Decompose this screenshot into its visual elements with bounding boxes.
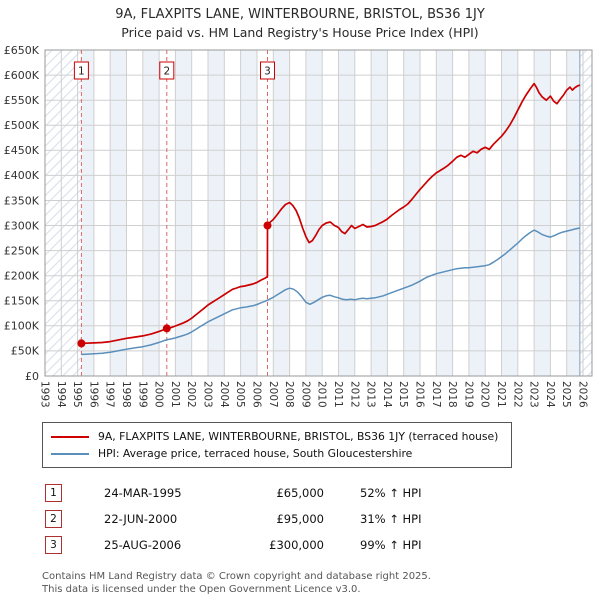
svg-text:1994: 1994 [55,381,67,408]
svg-text:£250K: £250K [4,244,40,257]
legend-label-hpi: HPI: Average price, terraced house, Sout… [98,447,413,460]
svg-text:£200K: £200K [4,270,40,283]
svg-text:£600K: £600K [4,69,40,82]
svg-text:£50K: £50K [11,345,40,358]
svg-text:2009: 2009 [299,381,311,408]
svg-text:2015: 2015 [397,381,409,408]
svg-text:1993: 1993 [39,381,51,408]
svg-text:2008: 2008 [283,381,295,408]
svg-text:£350K: £350K [4,194,40,207]
sale-row-1: 1 24-MAR-1995 £65,000 52% ↑ HPI [45,480,600,506]
sale-1-date: 24-MAR-1995 [104,486,182,500]
svg-text:1: 1 [78,66,85,78]
svg-text:2012: 2012 [348,381,360,408]
svg-text:2018: 2018 [446,381,458,408]
legend-label-property: 9A, FLAXPITS LANE, WINTERBOURNE, BRISTOL… [98,430,499,443]
blue-line-swatch [51,452,89,455]
sale-3-price: £300,000 [269,538,324,552]
svg-text:2000: 2000 [153,381,165,408]
svg-text:3: 3 [264,66,271,78]
sale-row-2: 2 22-JUN-2000 £95,000 31% ↑ HPI [45,506,600,532]
svg-text:£450K: £450K [4,144,40,157]
svg-text:2013: 2013 [365,381,377,408]
sale-1-hpi-delta: 52% ↑ HPI [360,486,422,500]
svg-text:£0: £0 [25,370,39,383]
svg-text:2001: 2001 [169,381,181,408]
svg-text:2: 2 [163,66,170,78]
svg-text:2022: 2022 [511,381,523,408]
legend-item-property: 9A, FLAXPITS LANE, WINTERBOURNE, BRISTOL… [51,428,503,445]
svg-text:£650K: £650K [4,44,40,57]
svg-text:2010: 2010 [316,381,328,408]
svg-text:2005: 2005 [234,381,246,408]
svg-text:2026: 2026 [577,381,589,408]
sale-2-price: £95,000 [276,512,324,526]
svg-text:1998: 1998 [120,381,132,408]
svg-text:2003: 2003 [202,381,214,408]
svg-text:1996: 1996 [87,381,99,408]
chart-legend: 9A, FLAXPITS LANE, WINTERBOURNE, BRISTOL… [42,422,512,468]
svg-text:1995: 1995 [71,381,83,408]
svg-text:2011: 2011 [332,381,344,408]
page-subtitle: Price paid vs. HM Land Registry's House … [121,25,479,40]
svg-text:1997: 1997 [104,381,116,408]
svg-text:2016: 2016 [414,381,426,408]
sale-2-marker-box: 2 [45,510,62,528]
svg-text:2024: 2024 [544,381,556,408]
svg-text:2023: 2023 [528,381,540,408]
svg-text:2025: 2025 [560,381,572,408]
svg-text:2002: 2002 [185,381,197,408]
svg-text:£300K: £300K [4,219,40,232]
red-line-swatch [51,435,89,438]
svg-text:2021: 2021 [495,381,507,408]
svg-text:2007: 2007 [267,381,279,408]
sales-table: 1 24-MAR-1995 £65,000 52% ↑ HPI 2 22-JUN… [0,480,600,558]
footer-line-1: Contains HM Land Registry data © Crown c… [42,571,431,582]
svg-text:2006: 2006 [251,381,263,408]
svg-text:£400K: £400K [4,169,40,182]
svg-text:2014: 2014 [381,381,393,408]
svg-text:2004: 2004 [218,381,230,408]
svg-text:£150K: £150K [4,295,40,308]
sale-2-hpi-delta: 31% ↑ HPI [360,512,422,526]
sale-3-marker-box: 3 [45,536,62,554]
license-footer: Contains HM Land Registry data © Crown c… [42,570,600,596]
sale-2-date: 22-JUN-2000 [104,512,178,526]
svg-text:£100K: £100K [4,320,40,333]
svg-text:1999: 1999 [136,381,148,408]
sale-3-hpi-delta: 99% ↑ HPI [360,538,422,552]
sale-3-date: 25-AUG-2006 [104,538,182,552]
sale-1-marker-box: 1 [45,484,62,502]
sale-1-price: £65,000 [276,486,324,500]
svg-text:2020: 2020 [479,381,491,408]
price-history-chart: 1 2 3 £0 £50K £100K £150K £200K £250K £300K £350K £… [4,44,593,408]
page-title: 9A, FLAXPITS LANE, WINTERBOURNE, BRISTOL… [115,7,485,22]
svg-text:£500K: £500K [4,119,40,132]
svg-text:2017: 2017 [430,381,442,408]
chart-header: 9A, FLAXPITS LANE, WINTERBOURNE, BRISTOL… [0,0,600,40]
svg-text:2019: 2019 [462,381,474,408]
svg-text:£550K: £550K [4,94,40,107]
sale-row-3: 3 25-AUG-2006 £300,000 99% ↑ HPI [45,532,600,558]
legend-item-hpi: HPI: Average price, terraced house, Sout… [51,445,503,462]
